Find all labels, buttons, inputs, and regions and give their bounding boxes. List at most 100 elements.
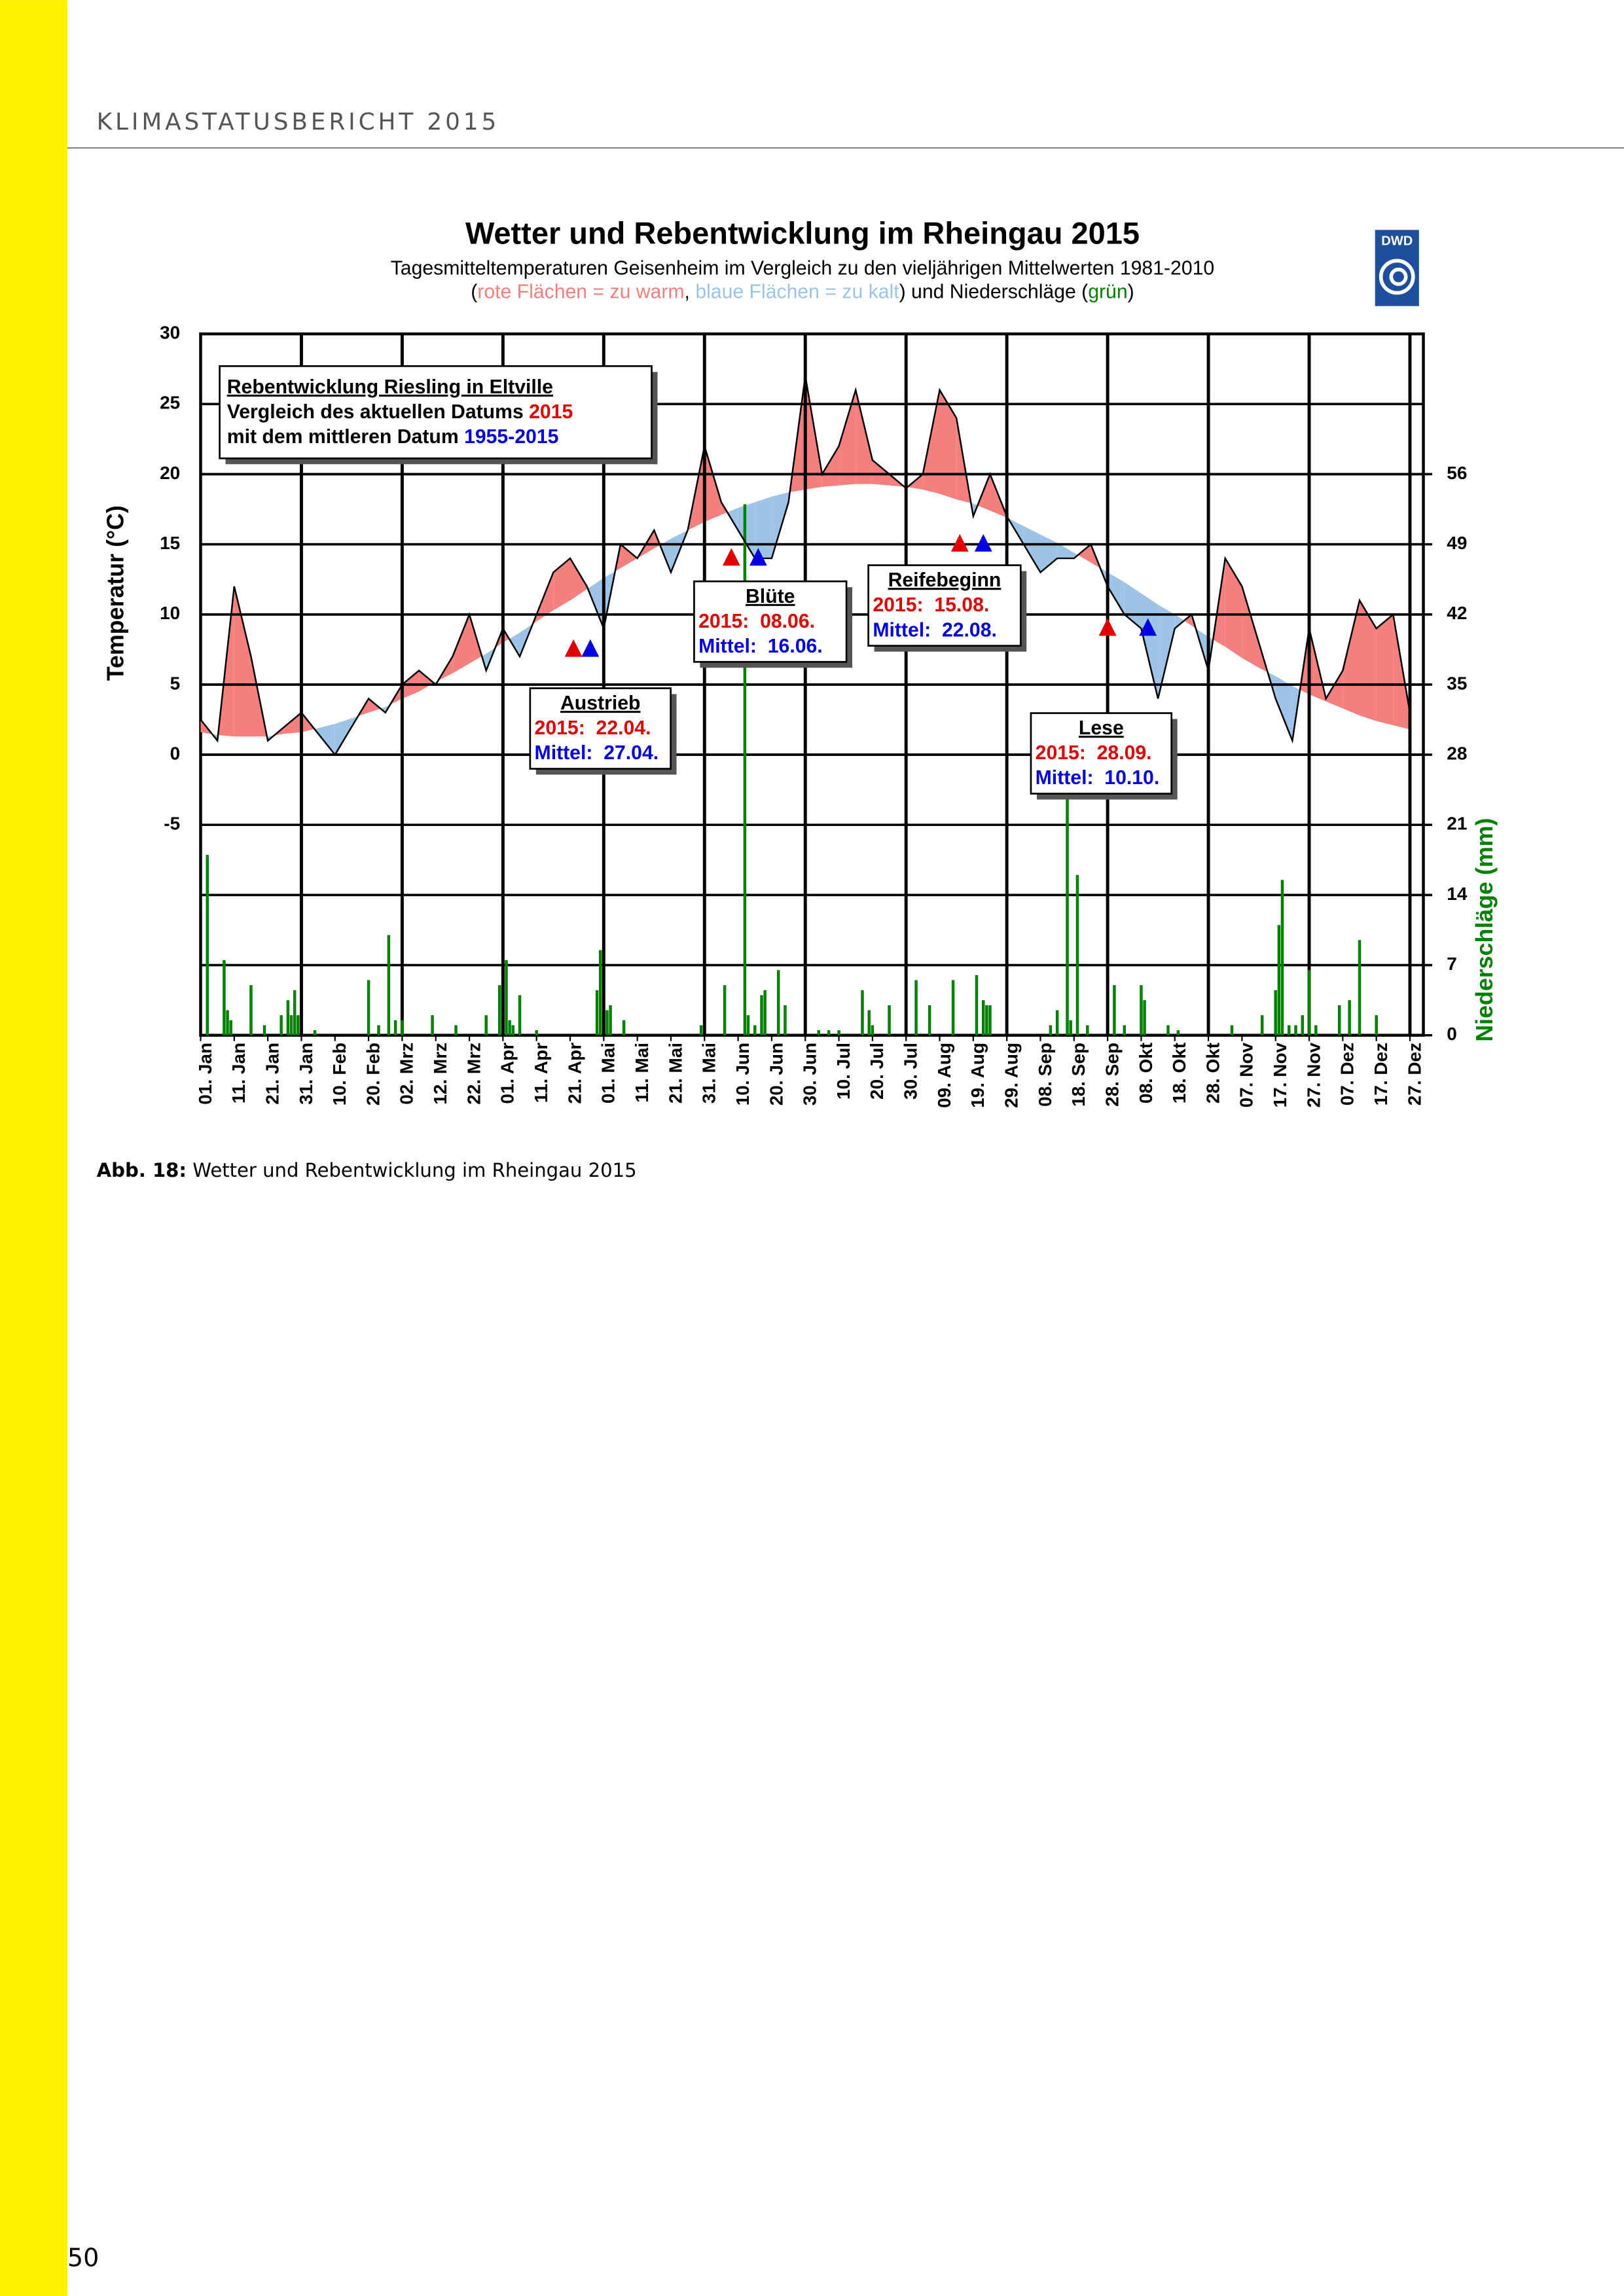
warm-area	[419, 670, 434, 692]
warm-area	[452, 614, 470, 673]
bar	[286, 1000, 290, 1035]
bar	[1066, 795, 1069, 1035]
y2-tick-label: 56	[1447, 463, 1467, 483]
x-tick-label: 01. Apr	[497, 1043, 518, 1104]
y-tick-label: 10	[160, 603, 180, 623]
y2-tick-label: 14	[1447, 884, 1468, 904]
bar	[1274, 990, 1277, 1035]
bar	[1123, 1025, 1127, 1035]
cold-area	[1174, 614, 1185, 629]
bar	[206, 855, 209, 1035]
x-tick-label: 21. Jan	[262, 1043, 282, 1105]
legend-part: 2015	[529, 401, 573, 423]
warm-area	[1376, 614, 1394, 726]
phase-date-mean: Mittel: 27.04.	[535, 742, 659, 764]
logo: DWD	[1375, 230, 1419, 306]
y2-tick-label: 7	[1447, 954, 1457, 974]
bar	[1176, 1030, 1180, 1035]
phase-date-2015: 2015: 22.04.	[535, 717, 651, 739]
phase-title: Lese	[1079, 717, 1124, 739]
y2-tick-label: 35	[1447, 673, 1467, 693]
bar	[776, 970, 780, 1035]
bar	[1287, 1025, 1291, 1035]
x-tick-label: 08. Sep	[1035, 1043, 1055, 1107]
subtitle-part: )	[1128, 281, 1134, 302]
x-tick-label: 09. Aug	[934, 1043, 954, 1108]
y2-axis-label: Niederschläge (mm)	[1471, 818, 1498, 1042]
cold-area	[1124, 582, 1142, 629]
warm-area	[1225, 558, 1242, 658]
logo-spiral	[1389, 267, 1408, 286]
bar	[605, 1010, 609, 1035]
bar	[249, 985, 253, 1035]
subtitle-part: (	[471, 281, 477, 302]
marker-mean	[749, 548, 767, 566]
x-tick-label: 17. Nov	[1270, 1042, 1290, 1107]
bar	[1140, 985, 1143, 1035]
x-tick-label: 27. Dez	[1404, 1043, 1424, 1105]
bar	[753, 1025, 757, 1035]
bar	[280, 1015, 283, 1035]
cold-area	[1023, 526, 1041, 573]
bar	[1348, 1000, 1351, 1035]
bar	[817, 1030, 821, 1035]
bar	[609, 1005, 612, 1035]
bar	[1294, 1025, 1297, 1035]
x-tick-label: 28. Okt	[1202, 1043, 1223, 1103]
bar	[1375, 1015, 1378, 1035]
subtitle-part: rote Flächen = zu warm	[477, 281, 684, 302]
bar	[1049, 1025, 1053, 1035]
cold-area	[1158, 604, 1175, 699]
bar	[988, 1005, 992, 1035]
bar	[1069, 1020, 1072, 1035]
y-tick-label: 0	[170, 743, 181, 763]
y-tick-label: 5	[170, 673, 181, 693]
caption: Abb. 18: Wetter und Rebentwicklung im Rh…	[97, 1159, 637, 1181]
cold-area	[1108, 572, 1125, 615]
x-tick-label: 31. Jan	[296, 1043, 316, 1105]
warm-area	[821, 446, 839, 487]
legend-line: Rebentwicklung Riesling in Eltville	[227, 376, 553, 398]
bar	[746, 1015, 750, 1035]
warm-area	[856, 389, 873, 484]
marker-mean	[581, 639, 600, 657]
bar	[535, 1030, 538, 1035]
warm-area	[1360, 600, 1377, 721]
temperature-line	[200, 376, 1411, 757]
bar	[401, 1020, 404, 1035]
bar	[226, 1010, 229, 1035]
bar	[827, 1030, 831, 1035]
box	[693, 580, 848, 663]
page-number: 50	[67, 2243, 99, 2272]
subtitle-part: grün	[1088, 281, 1127, 302]
precipitation-bars	[206, 504, 1378, 1035]
cold-area	[1195, 628, 1209, 671]
legend-line: Vergleich des aktuellen Datums 2015	[227, 401, 573, 423]
legend-box: Rebentwicklung Riesling in Eltville Vergl…	[219, 365, 658, 465]
phase-date-mean: Mittel: 16.06.	[698, 636, 823, 657]
warm-area	[438, 656, 453, 681]
bar	[505, 960, 508, 1035]
cold-area	[1275, 676, 1293, 741]
box	[219, 365, 653, 459]
warm-area	[889, 474, 905, 487]
cold-area	[1057, 543, 1074, 559]
x-tick-label: 11. Mai	[632, 1043, 652, 1103]
x-tick-label: 19. Aug	[967, 1043, 988, 1108]
bar	[1280, 880, 1284, 1035]
bar	[511, 1025, 514, 1035]
marker-mean	[974, 533, 992, 552]
bar	[723, 985, 727, 1035]
bar	[1337, 1005, 1341, 1035]
y-tick-label: 15	[160, 533, 180, 553]
y2-tick-label: 0	[1447, 1024, 1457, 1044]
x-tick-label: 31. Mai	[699, 1043, 719, 1103]
bar	[1230, 1025, 1234, 1035]
x-tick-label: 22. Mrz	[463, 1043, 484, 1105]
bar	[1143, 1000, 1146, 1035]
bar	[1314, 1025, 1318, 1035]
bar	[928, 1005, 931, 1035]
bar	[985, 1005, 988, 1035]
y2-tick-label: 42	[1447, 603, 1467, 623]
